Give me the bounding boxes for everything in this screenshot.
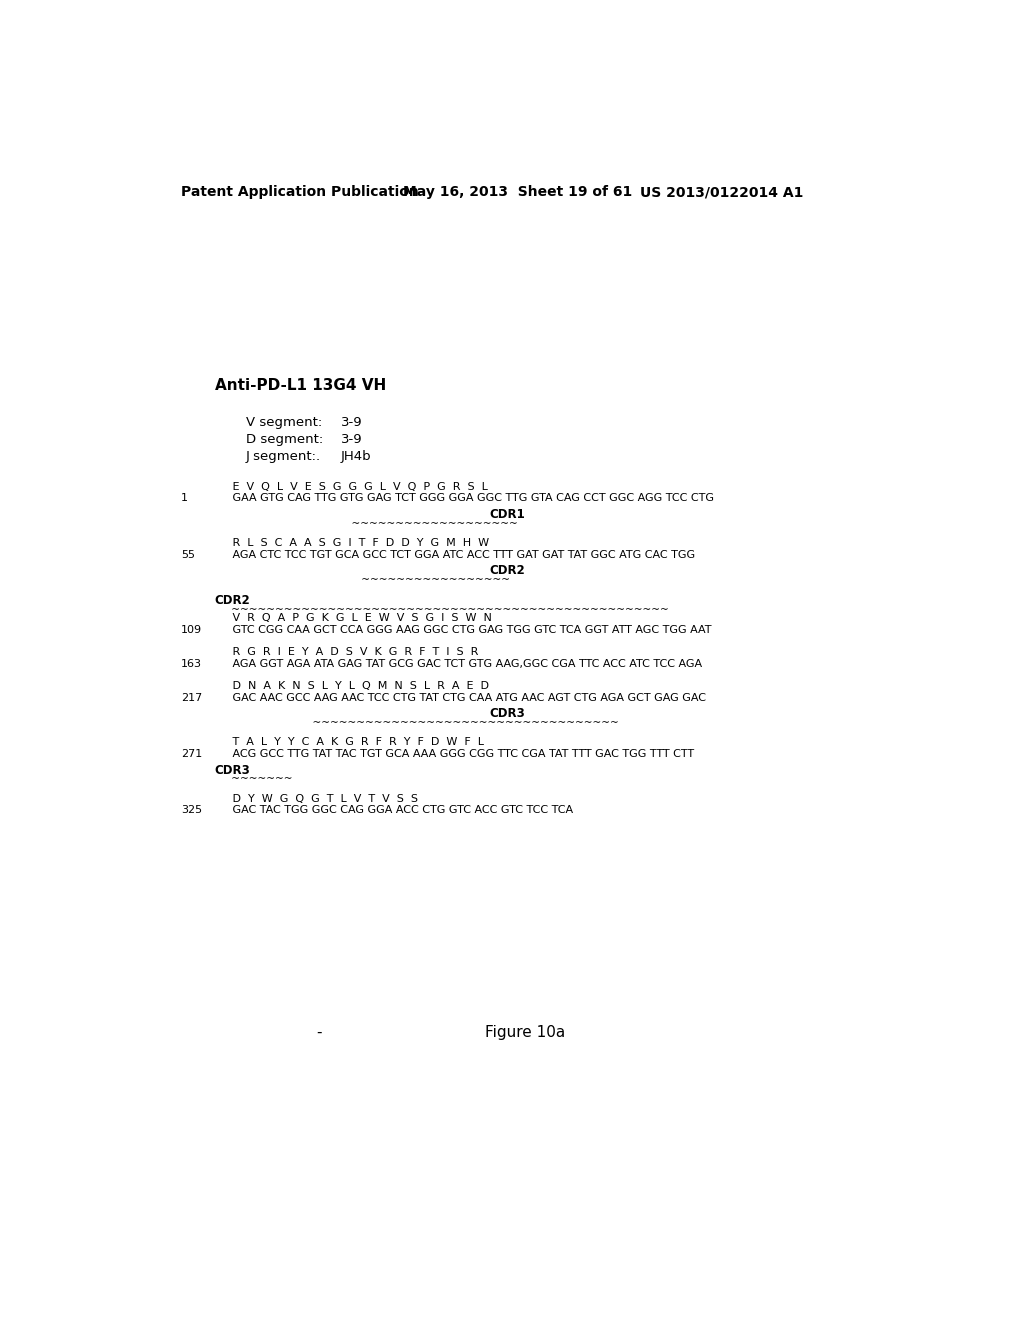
Text: V segment:: V segment:: [246, 416, 323, 429]
Text: T  A  L  Y  Y  C  A  K  G  R  F  R  Y  F  D  W  F  L: T A L Y Y C A K G R F R Y F D W F L: [215, 738, 483, 747]
Text: -: -: [316, 1024, 322, 1040]
Text: 3-9: 3-9: [341, 416, 362, 429]
Text: ~~~~~~~~~~~~~~~~~~~~~~~~~~~~~~~~~~~~~~~~~~~~~~~~~~: ~~~~~~~~~~~~~~~~~~~~~~~~~~~~~~~~~~~~~~~~…: [215, 605, 669, 615]
Text: 55: 55: [180, 549, 195, 560]
Text: ACG GCC TTG TAT TAC TGT GCA AAA GGG CGG TTC CGA TAT TTT GAC TGG TTT CTT: ACG GCC TTG TAT TAC TGT GCA AAA GGG CGG …: [215, 748, 694, 759]
Text: Patent Application Publication: Patent Application Publication: [180, 185, 419, 199]
Text: 271: 271: [180, 748, 202, 759]
Text: GAC AAC GCC AAG AAC TCC CTG TAT CTG CAA ATG AAC AGT CTG AGA GCT GAG GAC: GAC AAC GCC AAG AAC TCC CTG TAT CTG CAA …: [215, 693, 706, 702]
Text: V  R  Q  A  P  G  K  G  L  E  W  V  S  G  I  S  W  N: V R Q A P G K G L E W V S G I S W N: [215, 614, 492, 623]
Text: May 16, 2013  Sheet 19 of 61: May 16, 2013 Sheet 19 of 61: [403, 185, 633, 199]
Text: ~~~~~~~~~~~~~~~~~~~~~~~~~~~~~~~~~~~: ~~~~~~~~~~~~~~~~~~~~~~~~~~~~~~~~~~~: [215, 718, 618, 729]
Text: GTC CGG CAA GCT CCA GGG AAG GGC CTG GAG TGG GTC TCA GGT ATT AGC TGG AAT: GTC CGG CAA GCT CCA GGG AAG GGC CTG GAG …: [215, 626, 712, 635]
Text: ~~~~~~~~~~~~~~~~~~~: ~~~~~~~~~~~~~~~~~~~: [215, 519, 517, 529]
Text: 217: 217: [180, 693, 202, 702]
Text: D  N  A  K  N  S  L  Y  L  Q  M  N  S  L  R  A  E  D: D N A K N S L Y L Q M N S L R A E D: [215, 681, 488, 692]
Text: Anti-PD-L1 13G4 VH: Anti-PD-L1 13G4 VH: [215, 378, 386, 393]
Text: CDR3: CDR3: [215, 763, 251, 776]
Text: 109: 109: [180, 626, 202, 635]
Text: 3-9: 3-9: [341, 433, 362, 446]
Text: Figure 10a: Figure 10a: [484, 1024, 565, 1040]
Text: CDR2: CDR2: [215, 594, 251, 607]
Text: R  L  S  C  A  A  S  G  I  T  F  D  D  Y  G  M  H  W: R L S C A A S G I T F D D Y G M H W: [215, 539, 488, 548]
Text: D segment:: D segment:: [246, 433, 323, 446]
Text: CDR2: CDR2: [489, 564, 525, 577]
Text: ~~~~~~~: ~~~~~~~: [215, 775, 292, 784]
Text: 325: 325: [180, 805, 202, 816]
Text: JH4b: JH4b: [341, 450, 372, 463]
Text: CDR1: CDR1: [489, 508, 525, 521]
Text: AGA CTC TCC TGT GCA GCC TCT GGA ATC ACC TTT GAT GAT TAT GGC ATG CAC TGG: AGA CTC TCC TGT GCA GCC TCT GGA ATC ACC …: [215, 549, 695, 560]
Text: ~~~~~~~~~~~~~~~~~: ~~~~~~~~~~~~~~~~~: [215, 576, 510, 585]
Text: D  Y  W  G  Q  G  T  L  V  T  V  S  S: D Y W G Q G T L V T V S S: [215, 793, 418, 804]
Text: AGA GGT AGA ATA GAG TAT GCG GAC TCT GTG AAG,GGC CGA TTC ACC ATC TCC AGA: AGA GGT AGA ATA GAG TAT GCG GAC TCT GTG …: [215, 659, 701, 669]
Text: 1: 1: [180, 494, 187, 503]
Text: R  G  R  I  E  Y  A  D  S  V  K  G  R  F  T  I  S  R: R G R I E Y A D S V K G R F T I S R: [215, 647, 478, 657]
Text: J segment:.: J segment:.: [246, 450, 321, 463]
Text: E  V  Q  L  V  E  S  G  G  G  L  V  Q  P  G  R  S  L: E V Q L V E S G G G L V Q P G R S L: [215, 482, 487, 492]
Text: CDR3: CDR3: [489, 708, 525, 721]
Text: US 2013/0122014 A1: US 2013/0122014 A1: [640, 185, 803, 199]
Text: GAA GTG CAG TTG GTG GAG TCT GGG GGA GGC TTG GTA CAG CCT GGC AGG TCC CTG: GAA GTG CAG TTG GTG GAG TCT GGG GGA GGC …: [215, 494, 714, 503]
Text: GAC TAC TGG GGC CAG GGA ACC CTG GTC ACC GTC TCC TCA: GAC TAC TGG GGC CAG GGA ACC CTG GTC ACC …: [215, 805, 572, 816]
Text: 163: 163: [180, 659, 202, 669]
